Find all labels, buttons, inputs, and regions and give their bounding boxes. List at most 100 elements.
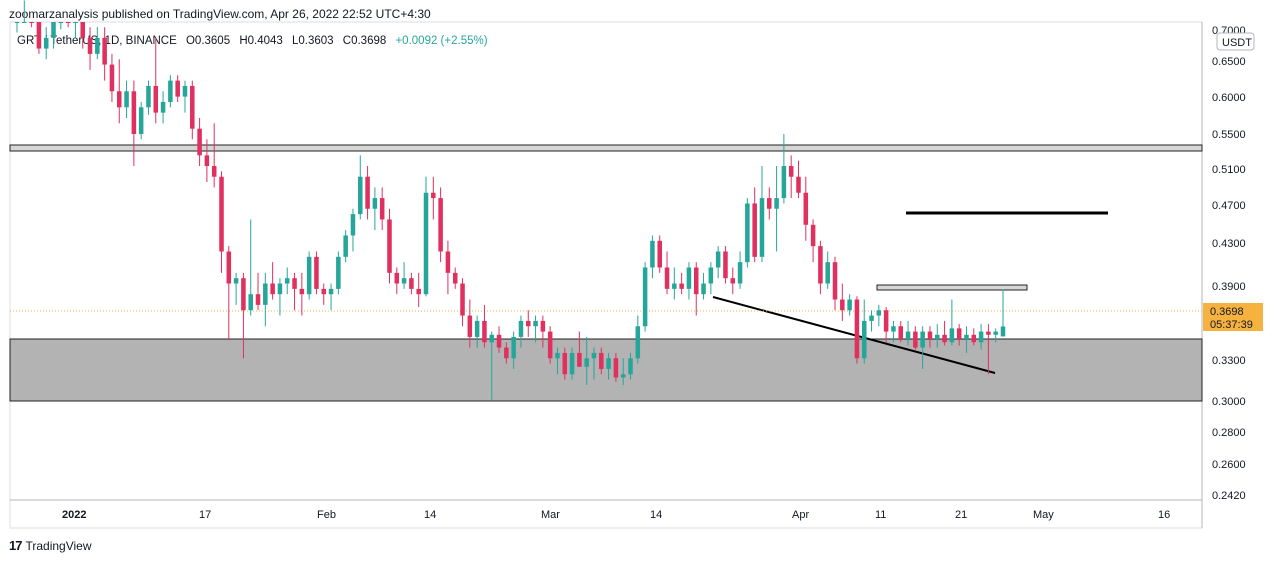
candle-down	[321, 288, 327, 295]
candle-up	[350, 214, 356, 236]
candle-down	[788, 166, 794, 177]
price-tick: 0.5100	[1212, 164, 1246, 176]
candle-up	[336, 256, 341, 289]
candle-down	[840, 299, 845, 311]
candle-up	[233, 278, 239, 284]
time-tick: Feb	[317, 509, 336, 521]
candle-up	[51, 22, 56, 38]
candle-down	[942, 334, 947, 343]
price-tick: 0.6000	[1212, 92, 1246, 104]
candle-down	[803, 192, 809, 225]
candle-down	[116, 91, 122, 108]
candle-down	[226, 251, 232, 284]
candle-down	[898, 326, 904, 340]
candle-down	[956, 328, 962, 340]
candle-down	[818, 246, 823, 284]
candle-up	[160, 101, 166, 113]
candle-down	[241, 278, 246, 311]
price-tick: 0.4700	[1212, 200, 1246, 212]
candle-down	[562, 352, 568, 375]
candle-up	[949, 328, 955, 343]
price-tick: 0.2800	[1212, 427, 1246, 439]
candle-down	[927, 331, 933, 340]
currency-badge-bg[interactable]	[1216, 32, 1255, 51]
candle-up	[876, 310, 882, 316]
time-tick: 14	[424, 509, 436, 521]
candle-down	[438, 198, 443, 252]
footer-brand: TradingView	[25, 538, 92, 553]
candle-down	[387, 219, 392, 273]
candle-down	[482, 320, 487, 343]
candle-up	[591, 352, 597, 359]
time-axis: 2022 17 Feb 14 Mar 14 Apr 11 21 May 16	[62, 509, 1170, 521]
currency-badge[interactable]: USDT	[1222, 37, 1252, 49]
candle-up	[518, 320, 524, 337]
trendline	[712, 296, 996, 374]
candle-up	[343, 235, 348, 257]
time-tick: May	[1033, 509, 1054, 521]
low-value: L0.3603	[292, 35, 334, 47]
candle-down	[153, 85, 159, 113]
candle-up	[737, 262, 743, 284]
candle-up	[146, 85, 151, 108]
candle-up	[905, 331, 911, 340]
candle-up	[423, 192, 429, 295]
candle-down	[971, 334, 977, 343]
candle-up	[43, 37, 49, 49]
candle-down	[109, 64, 115, 92]
candle-down	[664, 267, 670, 289]
candle-down	[299, 288, 305, 295]
candle-down	[883, 310, 889, 332]
candle-down	[36, 22, 42, 49]
candle-up	[701, 283, 706, 295]
candle-up	[920, 331, 925, 348]
tradingview-footer[interactable]: 17 TradingView	[9, 538, 92, 553]
high-value: H0.4043	[239, 35, 283, 47]
candle-down	[467, 315, 473, 337]
candle-up	[73, 22, 78, 23]
candle-up	[533, 320, 538, 327]
price-tick: 0.6500	[1212, 56, 1246, 68]
tradingview-logo-icon: 17	[9, 538, 23, 553]
candle-up	[14, 22, 20, 23]
candle-up	[248, 294, 253, 311]
candle-down	[832, 262, 838, 300]
candle-up	[708, 267, 714, 284]
candle-down	[547, 331, 553, 359]
candle-down	[913, 331, 918, 348]
candle-up	[993, 331, 998, 335]
candle-up	[182, 85, 188, 97]
candle-up	[555, 352, 560, 359]
candle-up	[284, 278, 290, 284]
publisher-attribution: zoomarzanalysis published on TradingView…	[9, 7, 431, 21]
time-tick: 21	[955, 509, 967, 521]
candle-down	[431, 192, 436, 199]
candle-up	[759, 198, 765, 257]
candle-down	[504, 347, 509, 359]
candle-down	[80, 22, 85, 38]
candle-up	[263, 283, 268, 305]
candle-up	[95, 37, 100, 54]
candle-down	[102, 37, 107, 65]
candle-up	[781, 166, 787, 199]
open-value: O0.3605	[185, 35, 231, 47]
candle-up	[672, 283, 677, 289]
plot-frame	[9, 21, 1203, 529]
candle-up	[401, 278, 407, 284]
candle-down	[525, 320, 531, 327]
price-tick: 0.5500	[1212, 129, 1246, 141]
candle-up	[650, 240, 655, 268]
resistance-band	[9, 144, 1203, 152]
candle-down	[314, 256, 319, 289]
candle-down	[211, 166, 217, 177]
candle-up	[606, 358, 611, 369]
candle-down	[175, 80, 180, 97]
candle-down	[409, 278, 414, 289]
candle-down	[452, 272, 458, 284]
candle-up	[1000, 326, 1006, 337]
local-resistance-box	[876, 284, 1028, 291]
candle-up	[847, 299, 852, 311]
candle-up	[635, 326, 641, 359]
candle-down	[416, 288, 421, 295]
